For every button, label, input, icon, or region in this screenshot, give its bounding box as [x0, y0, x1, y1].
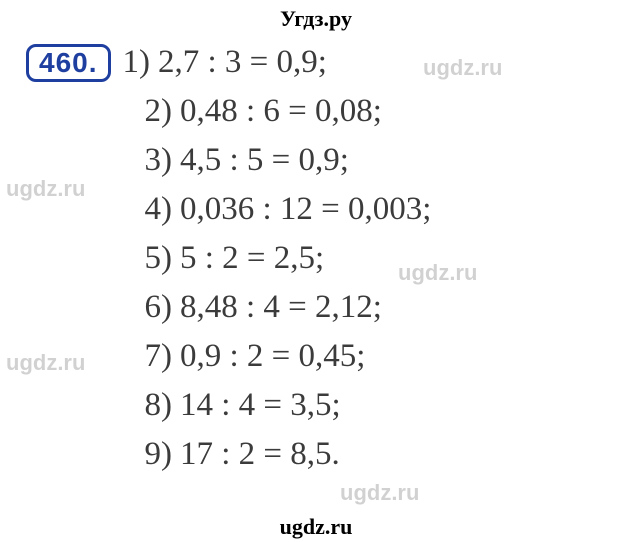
exercise-row: 9) 17 : 2 = 8,5. [26, 430, 632, 479]
exercise-row: 5) 5 : 2 = 2,5; [26, 234, 632, 283]
watermark: ugdz.ru [340, 480, 419, 506]
item-expression: 4,5 : 5 = 0,9; [180, 144, 349, 177]
item-number: 4) [134, 193, 172, 226]
item-number: 1) [123, 46, 151, 79]
exercise-block: 460. 1) 2,7 : 3 = 0,9; 2) 0,48 : 6 = 0,0… [0, 38, 632, 479]
item-expression: 17 : 2 = 8,5. [180, 438, 340, 471]
exercise-row: 4) 0,036 : 12 = 0,003; [26, 185, 632, 234]
exercise-number-badge: 460. [26, 44, 111, 82]
exercise-row: 6) 8,48 : 4 = 2,12; [26, 283, 632, 332]
exercise-row: 2) 0,48 : 6 = 0,08; [26, 87, 632, 136]
exercise-row: 3) 4,5 : 5 = 0,9; [26, 136, 632, 185]
item-expression: 0,9 : 2 = 0,45; [180, 340, 365, 373]
item-expression: 5 : 2 = 2,5; [180, 242, 324, 275]
footer-title: ugdz.ru [0, 514, 632, 540]
item-expression: 2,7 : 3 = 0,9; [158, 46, 327, 79]
exercise-row: 7) 0,9 : 2 = 0,45; [26, 332, 632, 381]
item-expression: 14 : 4 = 3,5; [180, 389, 341, 422]
item-number: 6) [134, 291, 172, 324]
item-number: 3) [134, 144, 172, 177]
item-number: 7) [134, 340, 172, 373]
item-expression: 8,48 : 4 = 2,12; [180, 291, 382, 324]
exercise-row: 8) 14 : 4 = 3,5; [26, 381, 632, 430]
page: Угдз.ру 460. 1) 2,7 : 3 = 0,9; 2) 0,48 :… [0, 0, 632, 542]
item-expression: 0,036 : 12 = 0,003; [180, 193, 431, 226]
item-number: 2) [134, 95, 172, 128]
item-number: 8) [134, 389, 172, 422]
item-expression: 0,48 : 6 = 0,08; [180, 95, 382, 128]
item-number: 9) [134, 438, 172, 471]
item-number: 5) [134, 242, 172, 275]
header-title: Угдз.ру [0, 6, 632, 32]
exercise-row: 460. 1) 2,7 : 3 = 0,9; [26, 38, 632, 87]
